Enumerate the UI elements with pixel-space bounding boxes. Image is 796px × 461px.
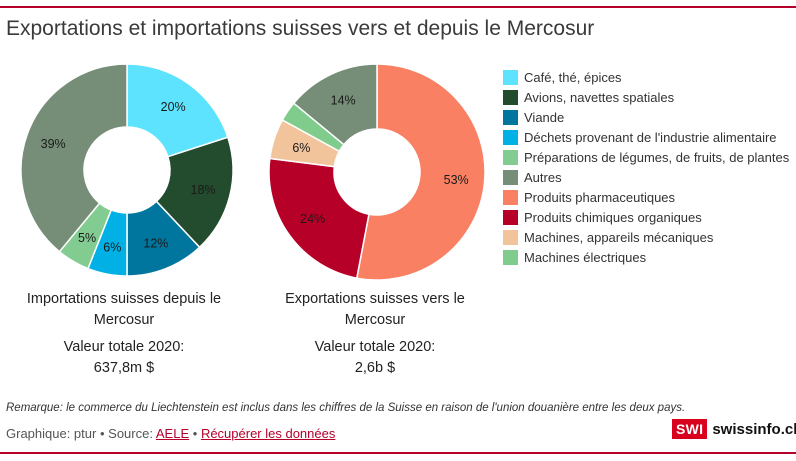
slice-label: 12% xyxy=(143,236,168,250)
donut-slice xyxy=(268,157,370,279)
legend-swatch xyxy=(503,229,518,245)
legend-item: Déchets provenant de l'industrie aliment… xyxy=(503,127,789,147)
legend-label: Autres xyxy=(524,169,562,185)
legend-item: Machines électriques xyxy=(503,247,789,267)
legend-label: Produits pharmaceutiques xyxy=(524,189,676,205)
legend-swatch xyxy=(503,109,518,125)
slice-label: 14% xyxy=(331,94,356,108)
legend-label: Machines, appareils mécaniques xyxy=(524,229,714,245)
credit-line: Graphique: ptur • Source: AELE • Récupér… xyxy=(6,426,335,441)
source-prefix: Source: xyxy=(108,426,153,441)
legend-swatch xyxy=(503,89,518,105)
donut-slice xyxy=(355,63,486,281)
legend-item: Café, thé, épices xyxy=(503,67,789,87)
legend-swatch xyxy=(503,209,518,225)
swissinfo-logo[interactable]: SWI swissinfo.ch xyxy=(672,419,796,439)
legend-swatch xyxy=(503,69,518,85)
slice-label: 5% xyxy=(78,231,96,245)
bottom-rule xyxy=(0,452,796,454)
legend-label: Avions, navettes spatiales xyxy=(524,89,675,105)
legend-item: Produits pharmaceutiques xyxy=(503,187,789,207)
slice-label: 6% xyxy=(103,241,121,255)
donut-slice xyxy=(292,63,378,146)
legend-swatch xyxy=(503,129,518,145)
exports-chart-title: Exportations suisses vers le Mercosur xyxy=(285,291,465,328)
legend-swatch xyxy=(503,169,518,185)
donut-slice xyxy=(20,63,128,253)
separator: • xyxy=(99,426,105,441)
legend-label: Produits chimiques organiques xyxy=(524,209,702,225)
legend-item: Autres xyxy=(503,167,789,187)
slice-label: 24% xyxy=(300,212,325,226)
download-data-link[interactable]: Récupérer les données xyxy=(200,426,336,441)
legend-swatch xyxy=(503,249,518,265)
legend: Café, thé, épices Avions, navettes spatia… xyxy=(503,67,789,267)
legend-swatch xyxy=(503,149,518,165)
legend-label: Café, thé, épices xyxy=(524,69,622,85)
swi-logo-box: SWI xyxy=(672,419,708,439)
donut-slice xyxy=(126,63,229,158)
graphic-credit: Graphique: ptur xyxy=(6,426,97,441)
legend-label: Viande xyxy=(524,109,565,125)
footnote: Remarque: le commerce du Liechtenstein e… xyxy=(6,402,686,414)
chart-title: Exportations et importations suisses ver… xyxy=(6,17,595,40)
legend-label: Machines électriques xyxy=(524,249,647,265)
legend-item: Avions, navettes spatiales xyxy=(503,87,789,107)
legend-item: Produits chimiques organiques xyxy=(503,207,789,227)
exports-donut: 53% 24% 6% 14% xyxy=(268,63,486,281)
donut-slice xyxy=(155,136,234,249)
donut-charts: 20% 18% 12% 6% 5% 39% 53% 24% 6% 14% xyxy=(20,63,486,281)
slice-label: 39% xyxy=(41,137,66,151)
separator: • xyxy=(192,426,198,441)
imports-donut: 20% 18% 12% 6% 5% 39% xyxy=(20,63,234,277)
legend-item: Machines, appareils mécaniques xyxy=(503,227,789,247)
source-link[interactable]: AELE xyxy=(155,426,190,441)
legend-label: Déchets provenant de l'industrie aliment… xyxy=(524,129,777,145)
slice-label: 6% xyxy=(292,141,310,155)
legend-item: Viande xyxy=(503,107,789,127)
exports-total-value: 2,6b $ xyxy=(354,360,396,376)
imports-total-value: 637,8m $ xyxy=(93,360,155,376)
slice-label: 20% xyxy=(161,100,186,114)
legend-item: Préparations de légumes, de fruits, de p… xyxy=(503,147,789,167)
imports-caption: Importations suisses depuis le Mercosur … xyxy=(9,289,239,379)
logo-text: swissinfo.ch xyxy=(712,420,796,438)
imports-chart-title: Importations suisses depuis le Mercosur xyxy=(26,291,222,328)
legend-swatch xyxy=(503,189,518,205)
exports-caption: Exportations suisses vers le Mercosur Va… xyxy=(260,289,490,379)
imports-total-label: Valeur totale 2020: xyxy=(63,339,185,355)
legend-label: Préparations de légumes, de fruits, de p… xyxy=(524,149,790,165)
top-rule xyxy=(0,6,796,8)
exports-total-label: Valeur totale 2020: xyxy=(314,339,436,355)
slice-label: 53% xyxy=(444,173,469,187)
slice-label: 18% xyxy=(191,183,216,197)
